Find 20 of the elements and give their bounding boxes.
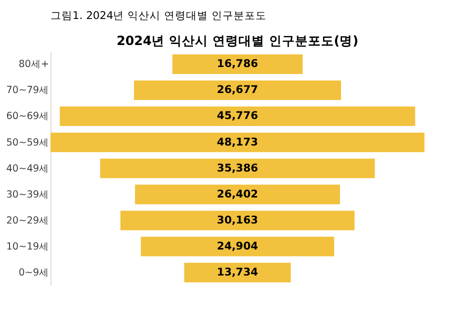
category-label: 70~79세 (6, 85, 50, 96)
data-label: 24,904 (216, 239, 258, 252)
data-label: 13,734 (216, 265, 258, 278)
caption: 그림1. 2024년 익산시 연령대별 인구분포도 (50, 8, 266, 22)
data-label: 30,163 (216, 213, 258, 226)
text: 2024년 익산시 연령대별 인구분포도(명) (116, 33, 358, 48)
category-label: 60~69세 (6, 111, 50, 122)
data-label: 16,786 (216, 57, 258, 70)
category-label: 10~19세 (6, 241, 50, 252)
data-label: 48,173 (216, 135, 258, 148)
category-label: 0~9세 (18, 267, 50, 278)
data-label: 45,776 (216, 109, 258, 122)
category-label: 80세+ (18, 59, 50, 70)
category-label: 30~39세 (6, 189, 50, 200)
category-label: 50~59세 (6, 137, 50, 148)
data-label: 35,386 (216, 161, 258, 174)
data-label: 26,677 (216, 83, 258, 96)
data-label: 26,402 (216, 187, 258, 200)
category-label: 40~49세 (6, 163, 50, 174)
category-label: 20~29세 (6, 215, 50, 226)
